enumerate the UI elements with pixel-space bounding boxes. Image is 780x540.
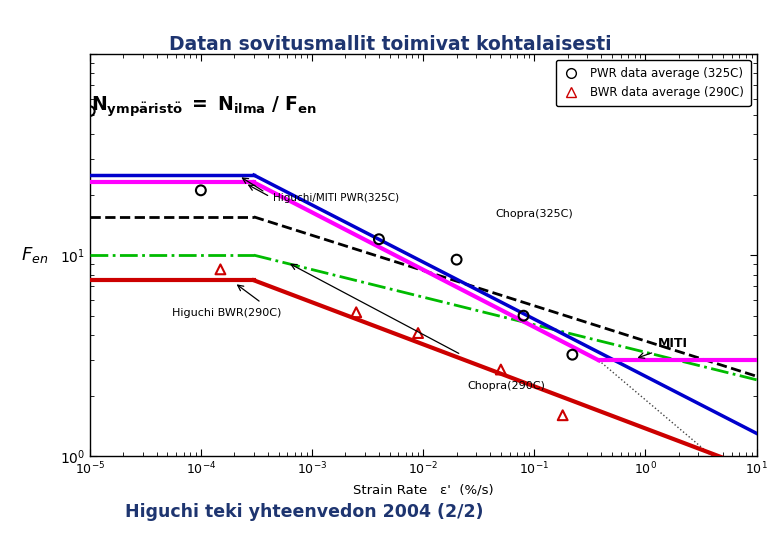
Text: MITI: MITI bbox=[658, 337, 688, 350]
Text: Datan sovitusmallit toimivat kohtalaisesti: Datan sovitusmallit toimivat kohtalaises… bbox=[168, 35, 612, 54]
Text: Higuchi/MITI PWR(325C): Higuchi/MITI PWR(325C) bbox=[274, 193, 399, 204]
Text: Higuchi BWR(290C): Higuchi BWR(290C) bbox=[172, 308, 282, 318]
Point bbox=[412, 329, 424, 338]
Point bbox=[450, 255, 463, 264]
Legend: PWR data average (325C), BWR data average (290C): PWR data average (325C), BWR data averag… bbox=[555, 60, 750, 106]
Point bbox=[350, 308, 363, 316]
Point bbox=[194, 186, 207, 194]
Text: Chopra(290C): Chopra(290C) bbox=[467, 381, 545, 391]
Point bbox=[215, 265, 227, 274]
Y-axis label: $F_{en}$: $F_{en}$ bbox=[21, 245, 48, 265]
Text: $\mathbf{N}_{\mathbf{ymp\ddot{a}rist\ddot{o}}}\ \mathbf{=}\ \mathbf{N}_{\mathbf{: $\mathbf{N}_{\mathbf{ymp\ddot{a}rist\ddo… bbox=[91, 94, 317, 119]
X-axis label: Strain Rate   ε'  (%/s): Strain Rate ε' (%/s) bbox=[353, 483, 494, 496]
Point bbox=[83, 107, 96, 116]
Point bbox=[556, 411, 569, 420]
Point bbox=[495, 365, 507, 374]
Point bbox=[373, 235, 385, 244]
Point bbox=[566, 350, 579, 359]
Text: Higuchi teki yhteenvedon 2004 (2/2): Higuchi teki yhteenvedon 2004 (2/2) bbox=[125, 503, 484, 521]
Point bbox=[517, 312, 530, 320]
Text: Chopra(325C): Chopra(325C) bbox=[496, 209, 573, 219]
